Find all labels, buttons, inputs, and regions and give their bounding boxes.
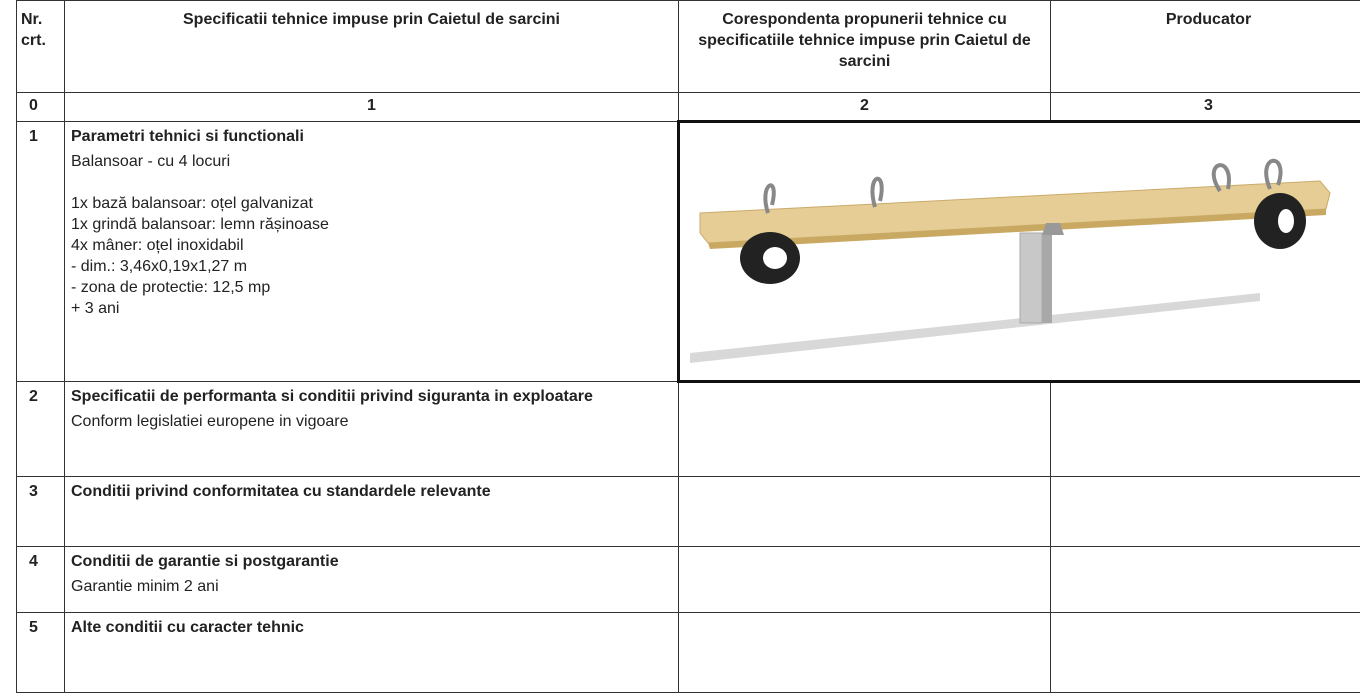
row-title: Conditii de garantie si postgarantie [71, 551, 672, 572]
row-title: Alte conditii cu caracter tehnic [71, 617, 672, 638]
row-description: Balansoar - cu 4 locuri [71, 151, 671, 172]
header-cell: Producator [1051, 1, 1360, 93]
header-cell: Nr. crt. [17, 1, 65, 93]
item-line: - zona de protectie: 12,5 mp [71, 277, 671, 298]
row: 2 Specificatii de performanta si conditi… [17, 382, 1360, 477]
product-image-cell [679, 122, 1360, 382]
spec-cell: Specificatii de performanta si conditii … [65, 382, 679, 477]
header-cell: Corespondenta propunerii tehnice cu spec… [679, 1, 1051, 93]
row-number: 1 [17, 122, 65, 382]
empty-cell [679, 382, 1051, 477]
header-cell: Specificatii tehnice impuse prin Caietul… [65, 1, 679, 93]
index-cell: 3 [1051, 93, 1360, 122]
item-line: 4x mâner: oțel inoxidabil [71, 235, 671, 256]
row-number: 4 [17, 547, 65, 613]
index-cell: 2 [679, 93, 1051, 122]
header-row: Nr. crt. Specificatii tehnice impuse pri… [17, 1, 1360, 93]
spec-cell: Conditii privind conformitatea cu standa… [65, 477, 679, 547]
empty-cell [1051, 547, 1360, 613]
seesaw-illustration [680, 123, 1340, 375]
item-line: - dim.: 3,46x0,19x1,27 m [71, 256, 671, 277]
empty-cell [679, 477, 1051, 547]
index-row: 0 1 2 3 [17, 93, 1360, 122]
spec-cell: Conditii de garantie si postgarantie Gar… [65, 547, 679, 613]
item-line: 1x grindă balansoar: lemn rășinoase [71, 214, 671, 235]
row-description: Garantie minim 2 ani [71, 576, 672, 597]
row-title: Specificatii de performanta si conditii … [71, 386, 672, 407]
spec-table: Nr. crt. Specificatii tehnice impuse pri… [16, 0, 1360, 693]
item-line: 1x bază balansoar: oțel galvanizat [71, 193, 671, 214]
item-line: + 3 ani [71, 298, 671, 319]
index-cell: 0 [17, 93, 65, 122]
row-number: 3 [17, 477, 65, 547]
index-cell: 1 [65, 93, 679, 122]
row-title: Parametri tehnici si functionali [71, 126, 671, 147]
empty-cell [679, 547, 1051, 613]
spec-cell: Parametri tehnici si functionali Balanso… [65, 122, 679, 382]
empty-cell [1051, 477, 1360, 547]
row-title: Conditii privind conformitatea cu standa… [71, 481, 672, 502]
empty-cell [1051, 382, 1360, 477]
row: 3 Conditii privind conformitatea cu stan… [17, 477, 1360, 547]
row: 1 Parametri tehnici si functionali Balan… [17, 122, 1360, 382]
row-number: 2 [17, 382, 65, 477]
row: 4 Conditii de garantie si postgarantie G… [17, 547, 1360, 613]
row-description: Conform legislatiei europene in vigoare [71, 411, 672, 432]
